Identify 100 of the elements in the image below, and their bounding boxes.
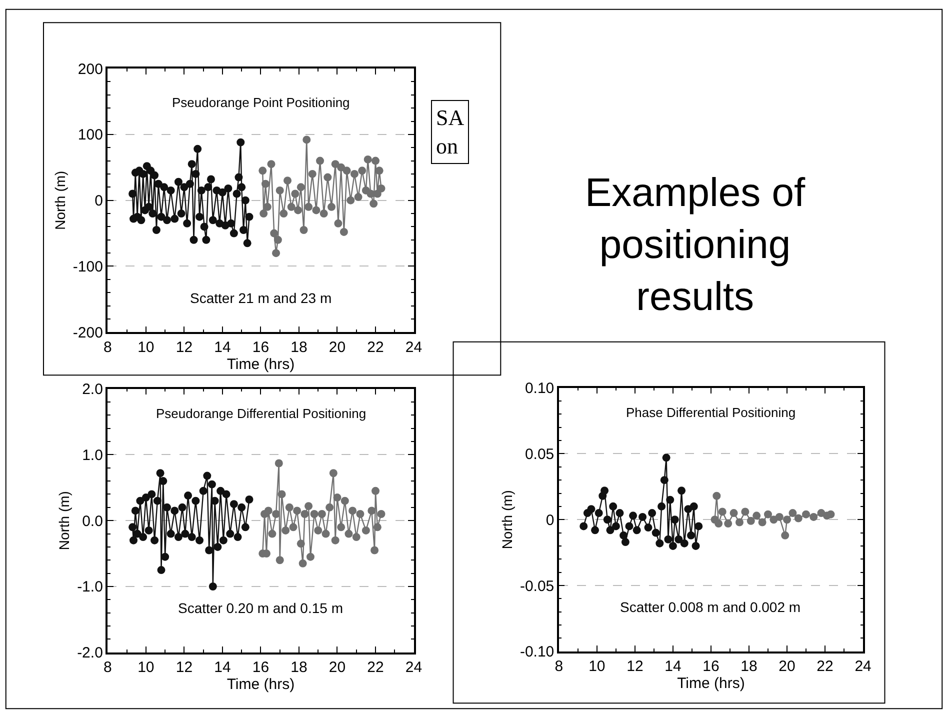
annotation: Scatter 0.008 m and 0.002 m (620, 599, 801, 615)
point (153, 496, 162, 505)
point (196, 536, 204, 544)
point (320, 210, 328, 218)
point (174, 533, 182, 542)
y-tick-label: 2.0 (82, 381, 103, 398)
point (200, 222, 208, 231)
point (664, 535, 672, 544)
x-tick-label: 16 (252, 338, 270, 356)
point (670, 516, 679, 524)
point (137, 216, 146, 224)
point (600, 486, 609, 495)
x-tick-label: 12 (176, 659, 193, 676)
point (656, 539, 664, 548)
point (208, 216, 217, 224)
point (296, 183, 305, 192)
point (810, 512, 818, 521)
point (194, 144, 202, 153)
x-tick-label: 10 (138, 659, 154, 676)
point (342, 166, 351, 175)
x-tick-label: 22 (367, 338, 384, 356)
point (352, 533, 360, 542)
point (304, 202, 313, 211)
point (170, 506, 179, 515)
y-tick-label: -2.0 (77, 644, 103, 662)
point (306, 552, 314, 561)
point (340, 496, 349, 505)
point (294, 206, 302, 214)
point (606, 526, 614, 534)
point (340, 228, 348, 236)
point (377, 510, 386, 518)
x-tick-label: 18 (290, 338, 308, 356)
y-tick-label: 0.0 (82, 512, 103, 530)
point (218, 188, 226, 196)
x-tick-label: 10 (138, 338, 154, 356)
point (718, 508, 726, 516)
point (300, 226, 308, 234)
point (177, 210, 186, 218)
point (587, 505, 596, 514)
point (652, 528, 660, 537)
point (350, 170, 358, 178)
point (368, 506, 376, 515)
point (264, 506, 272, 515)
point (629, 512, 638, 520)
point (348, 506, 357, 515)
point (648, 509, 656, 518)
point (188, 160, 196, 168)
point (344, 530, 353, 538)
point (156, 469, 164, 478)
point (304, 502, 313, 510)
point (234, 533, 242, 542)
text: SA on (436, 105, 464, 159)
point (746, 516, 755, 525)
x-tick-label: 8 (104, 659, 112, 676)
point (142, 494, 150, 502)
x-tick-label: 18 (290, 659, 308, 676)
point (674, 535, 683, 544)
point (312, 206, 320, 214)
point (692, 542, 700, 550)
point (609, 502, 618, 510)
point (238, 183, 246, 192)
point (188, 533, 196, 542)
x-tick-label: 14 (214, 659, 231, 676)
point (329, 469, 338, 478)
point (296, 540, 305, 548)
x-tick-label: 24 (405, 659, 422, 676)
point (260, 210, 268, 218)
point (752, 512, 761, 520)
point (300, 510, 309, 518)
point (208, 480, 216, 488)
point (331, 160, 340, 168)
point (658, 502, 666, 510)
point (366, 190, 375, 198)
point (224, 184, 232, 192)
point (230, 229, 238, 238)
point (162, 216, 171, 224)
x-tick-label: 20 (328, 659, 346, 676)
point (758, 518, 766, 526)
point (178, 503, 186, 512)
point (298, 559, 307, 568)
point (282, 526, 290, 534)
point (625, 522, 634, 530)
point (764, 510, 772, 518)
point (724, 520, 732, 528)
annotation: Scatter 21 m and 23 m (190, 290, 332, 306)
point (324, 173, 332, 182)
point (358, 166, 366, 175)
point (666, 496, 674, 504)
point (660, 476, 668, 484)
x-tick-label: 20 (328, 338, 346, 356)
point (216, 486, 225, 495)
point (128, 190, 137, 198)
point (192, 496, 200, 505)
point (714, 520, 723, 528)
point (280, 210, 288, 218)
point (190, 236, 198, 244)
point (131, 506, 140, 515)
point (337, 163, 346, 172)
point (206, 175, 215, 184)
point (289, 523, 298, 532)
